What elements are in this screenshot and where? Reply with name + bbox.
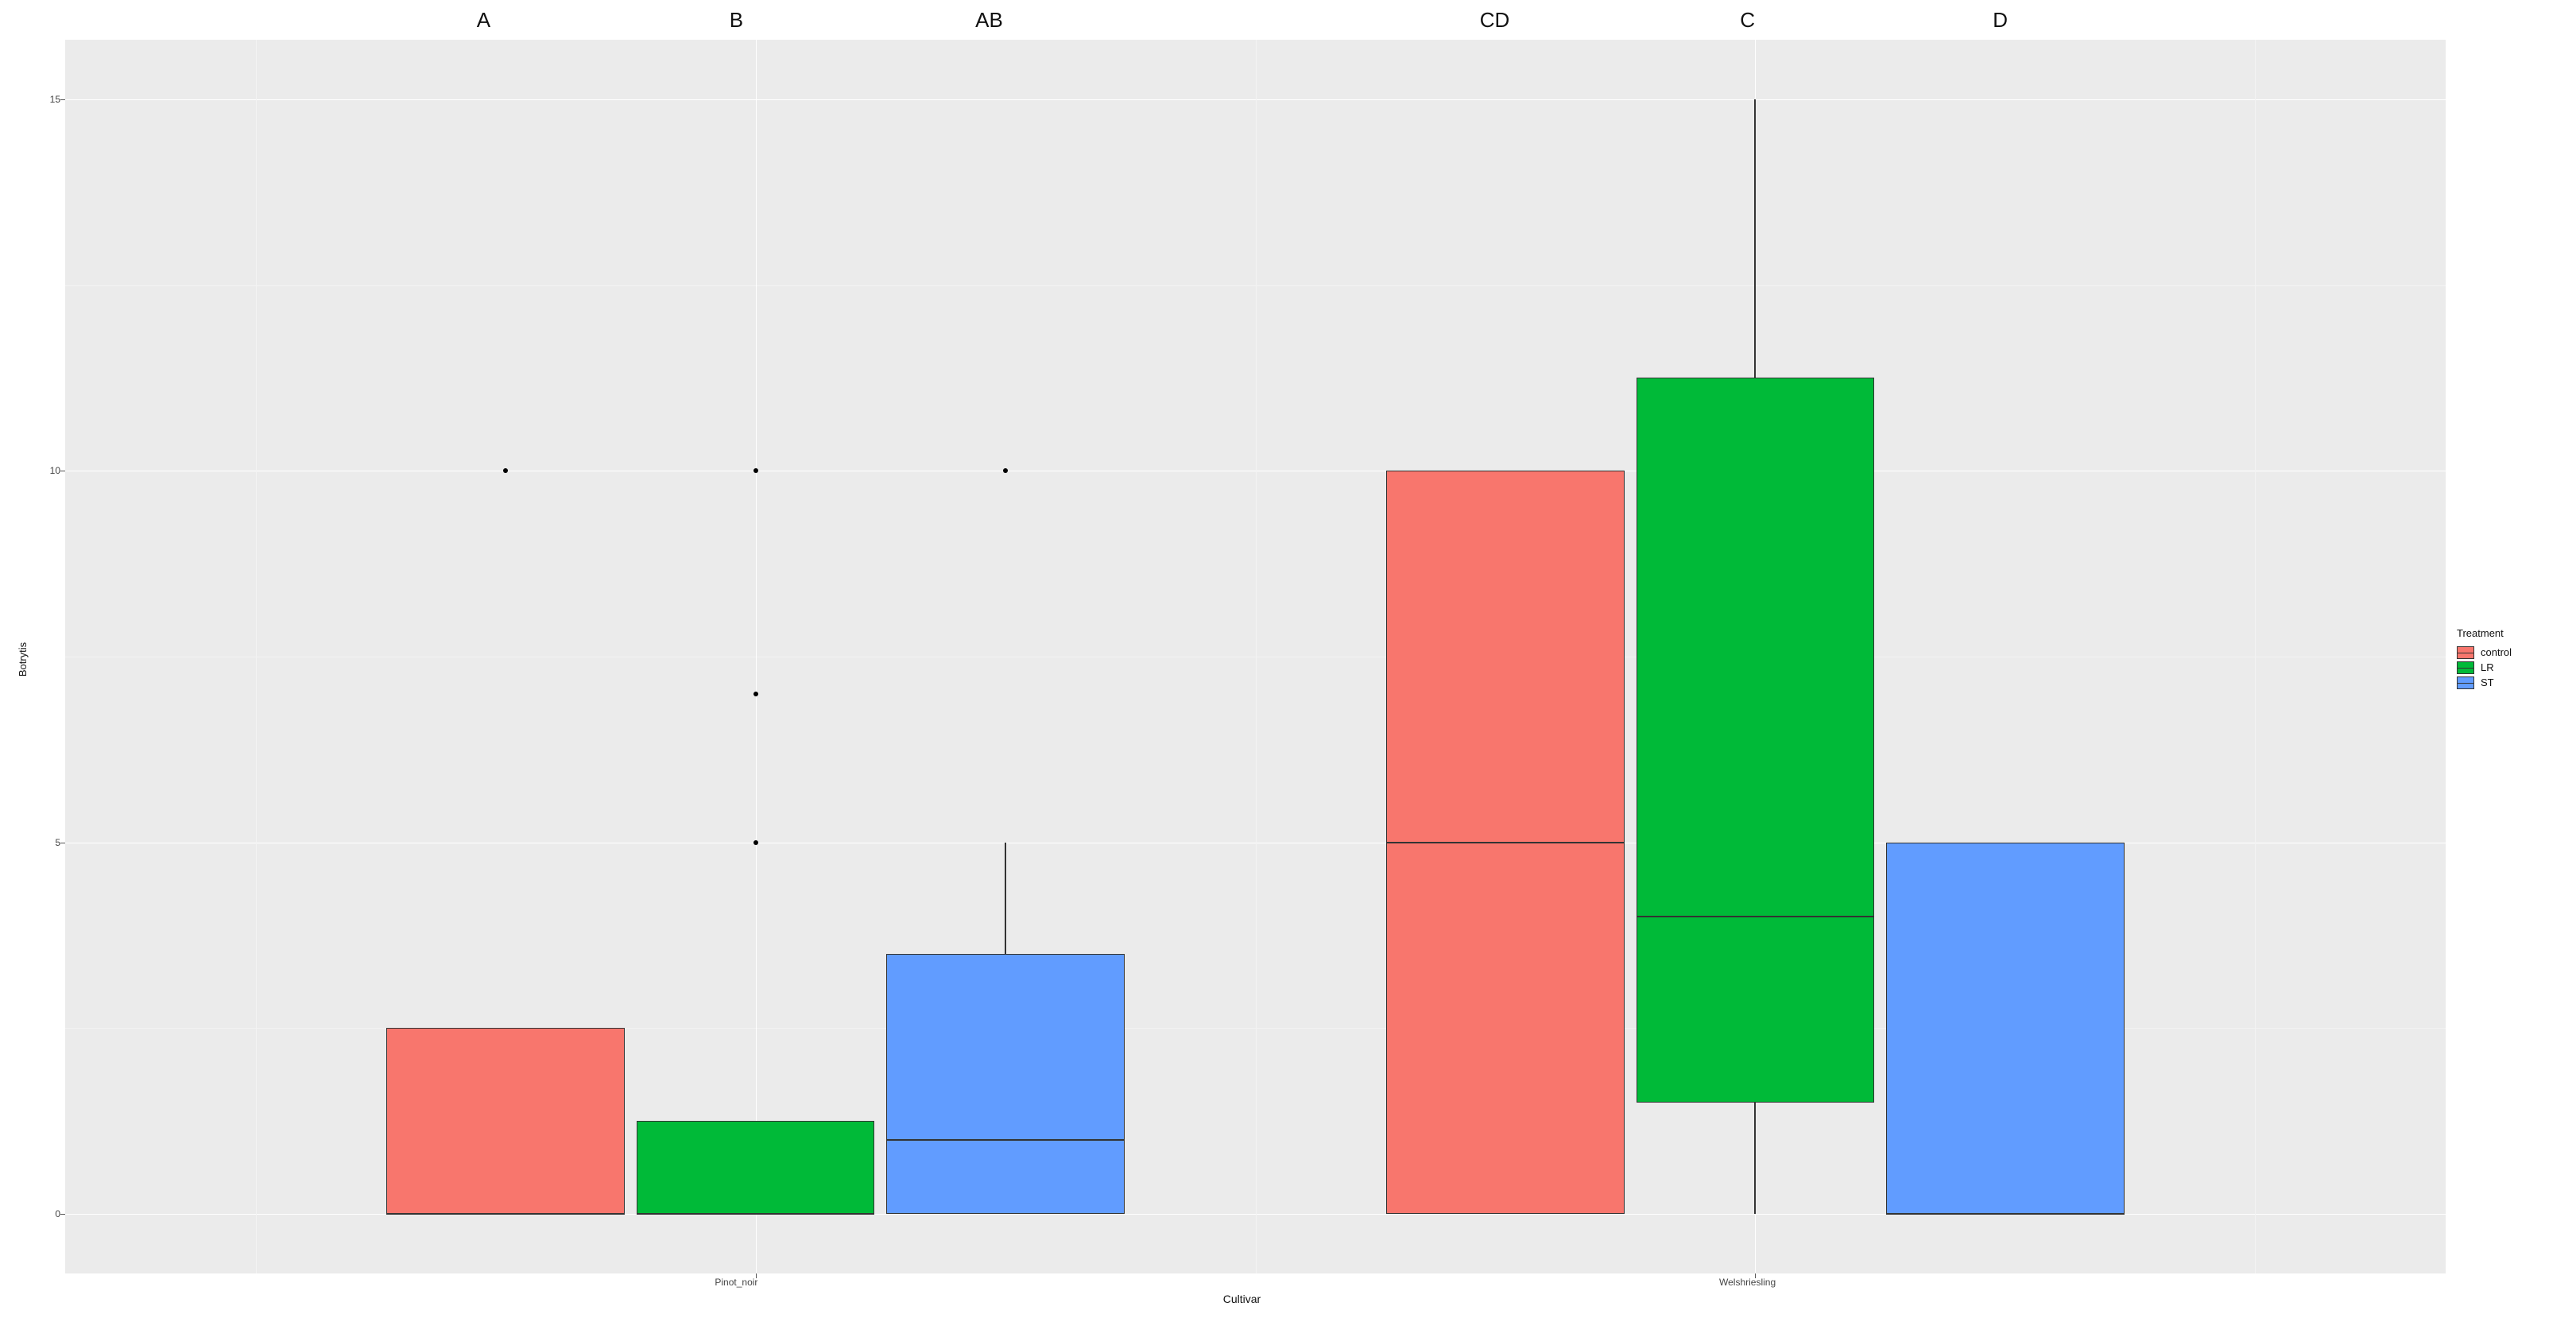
x-ticks: Pinot_noir Welshriesling (38, 1273, 2446, 1289)
y-axis-label: Botrytis (17, 642, 29, 676)
legend-swatch-icon (2457, 676, 2474, 689)
plot-row: 0 5 10 15 (38, 40, 2446, 1273)
median-line (637, 1213, 875, 1215)
legend: Treatment control LR ST (2446, 8, 2568, 1310)
group-letter: A (477, 8, 490, 33)
group-letter: CD (1480, 8, 1510, 33)
group-letter: AB (975, 8, 1003, 33)
box-Pinot_noir-ST (886, 954, 1125, 1214)
y-ticks: 0 5 10 15 (38, 40, 65, 1273)
legend-title: Treatment (2457, 627, 2568, 639)
whisker-lower (1754, 1103, 1756, 1214)
box-Welshriesling-LR (1637, 378, 1875, 1103)
gridline-minor-v (256, 40, 257, 1273)
group-letter: D (1993, 8, 2008, 33)
legend-item-ST: ST (2457, 676, 2568, 689)
gridline-minor-v (1256, 40, 1257, 1273)
box-Pinot_noir-control (386, 1028, 625, 1214)
y-tick-label: 5 (55, 837, 60, 848)
group-letters-row: ABABCDCD (38, 8, 2446, 40)
whisker-upper (1754, 99, 1756, 378)
y-tick-label: 15 (50, 94, 60, 105)
median-line (1637, 916, 1875, 917)
outlier-point (753, 468, 758, 473)
y-axis-label-col: Botrytis (8, 8, 38, 1310)
median-line (886, 1139, 1125, 1141)
legend-swatch-icon (2457, 661, 2474, 674)
box-Welshriesling-ST (1886, 843, 2125, 1214)
group-letter: C (1740, 8, 1755, 33)
y-tick-mark (60, 99, 65, 100)
median-line (386, 1213, 625, 1215)
group-letter: B (730, 8, 743, 33)
median-line (1386, 842, 1625, 843)
outlier-point (753, 692, 758, 696)
chart-container: Botrytis ABABCDCD 051015 Pinot_noirWelsh… (0, 0, 2576, 1318)
legend-label: LR (2481, 661, 2494, 673)
chart-center: ABABCDCD 051015 Pinot_noirWelshriesling … (38, 8, 2446, 1310)
y-tick-label: 0 (55, 1208, 60, 1219)
y-tick-label: 10 (50, 465, 60, 476)
outlier-point (753, 840, 758, 845)
legend-label: ST (2481, 676, 2494, 688)
legend-item-LR: LR (2457, 661, 2568, 674)
y-tick-mark (60, 1214, 65, 1215)
x-axis-label: Cultivar (38, 1289, 2446, 1310)
legend-items: control LR ST (2457, 644, 2568, 692)
whisker-upper (1005, 843, 1006, 954)
gridline-minor-v (2255, 40, 2256, 1273)
median-line (1886, 1213, 2125, 1215)
plot-area (65, 40, 2446, 1273)
legend-swatch-icon (2457, 646, 2474, 659)
x-tick-label: Pinot_noir (715, 1277, 757, 1288)
gridline-major-v (756, 40, 757, 1273)
legend-label: control (2481, 646, 2512, 658)
box-Pinot_noir-LR (637, 1121, 875, 1214)
x-tick-label: Welshriesling (1719, 1277, 1776, 1288)
legend-item-control: control (2457, 646, 2568, 659)
